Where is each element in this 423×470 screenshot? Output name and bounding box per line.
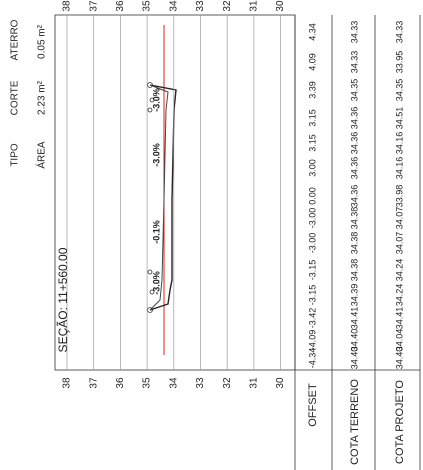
elevation-label: 30: [275, 377, 286, 389]
table-cell: 34.38: [349, 259, 359, 282]
table-cell: -4.34: [307, 348, 317, 369]
table-cell: 0.00: [307, 187, 317, 205]
table-cell: 34.38: [349, 207, 359, 230]
elevation-label: 36: [115, 0, 126, 12]
table-cell: 3.15: [307, 134, 317, 152]
table-cell: 34.33: [349, 51, 359, 74]
header-value: 0.05 m²: [37, 24, 48, 59]
slope-label: -0.1%: [151, 220, 161, 244]
table-cell: 34.51: [394, 107, 404, 130]
section-title: SEÇÃO: 11+560.00: [56, 247, 70, 352]
elevation-label: 33: [195, 0, 206, 12]
table-cell: 33.95: [394, 51, 404, 74]
table-cell: 3.39: [307, 81, 317, 99]
table-cell: -3.15: [307, 285, 317, 306]
table-cell: -3.00: [307, 233, 317, 254]
elevation-label: 38: [62, 377, 73, 389]
table-cell: 34.04: [394, 329, 404, 352]
elevation-label: 33: [195, 377, 206, 389]
table-cell: 34.40: [349, 347, 359, 370]
table-cell: 34.39: [349, 284, 359, 307]
header-label: ATERRO: [10, 19, 21, 60]
section-inner: [149, 84, 169, 311]
table-cell: -4.09: [307, 330, 317, 351]
header-value: ÁREA: [35, 141, 48, 169]
slope-label: -3.0%: [151, 88, 161, 112]
table-cell: 4.09: [307, 53, 317, 71]
elevation-label: 32: [222, 377, 233, 389]
table-cell: 34.33: [394, 21, 404, 44]
elevation-label: 37: [88, 377, 99, 389]
elevation-label: 37: [88, 0, 99, 12]
column-header: COTA PROJETO: [394, 380, 406, 464]
table-cell: 4.34: [307, 23, 317, 41]
elevation-label: 38: [62, 0, 73, 12]
table-cell: 34.40: [349, 329, 359, 352]
elevation-label: 35: [142, 377, 153, 389]
section-outline: [149, 84, 177, 311]
table-cell: -3.15: [307, 260, 317, 281]
header-label: TIPO: [10, 143, 21, 167]
table-cell: 3.00: [307, 159, 317, 177]
table-cell: 34.16: [394, 132, 404, 155]
table-cell: 34.36: [349, 107, 359, 130]
elevation-label: 35: [142, 0, 153, 12]
table-cell: 34.07: [394, 232, 404, 255]
table-cell: 34.41: [394, 307, 404, 330]
table-cell: 34.40: [394, 347, 404, 370]
slope-label: -3.0%: [151, 271, 161, 295]
point-markers: [147, 82, 155, 313]
column-header: OFFSET: [307, 383, 319, 427]
table-cell: 34.16: [394, 157, 404, 180]
elevation-label: 34: [168, 377, 179, 389]
elevation-label: 32: [222, 0, 233, 12]
elevation-label: 31: [249, 0, 260, 12]
table-cell: 34.36: [349, 132, 359, 155]
table-cell: 33.98: [394, 185, 404, 208]
header-value: 2.23 m²: [37, 80, 48, 115]
table-cell: 34.35: [394, 79, 404, 102]
table-cell: 34.35: [349, 79, 359, 102]
elevation-label: 36: [115, 377, 126, 389]
table-cell: 34.24: [394, 259, 404, 282]
elevation-label: 34: [168, 0, 179, 12]
table-cell: -3.00: [307, 208, 317, 229]
table-cell: 34.24: [394, 284, 404, 307]
table-cell: 34.41: [349, 307, 359, 330]
elevation-label: 31: [249, 377, 260, 389]
table-cell: 34.36: [349, 157, 359, 180]
table-cell: 34.36: [349, 185, 359, 208]
table-cell: -3.42: [307, 308, 317, 329]
column-header: COTA TERRENO: [349, 379, 361, 465]
slope-label: -3.0%: [151, 143, 161, 167]
chart-frame: [54, 14, 296, 371]
table-cell: 34.33: [349, 21, 359, 44]
table-cell: 34.38: [349, 232, 359, 255]
header-label: CORTE: [10, 80, 21, 115]
table-cell: 3.15: [307, 109, 317, 127]
table-cell: 34.07: [394, 207, 404, 230]
elevation-label: 30: [275, 0, 286, 12]
